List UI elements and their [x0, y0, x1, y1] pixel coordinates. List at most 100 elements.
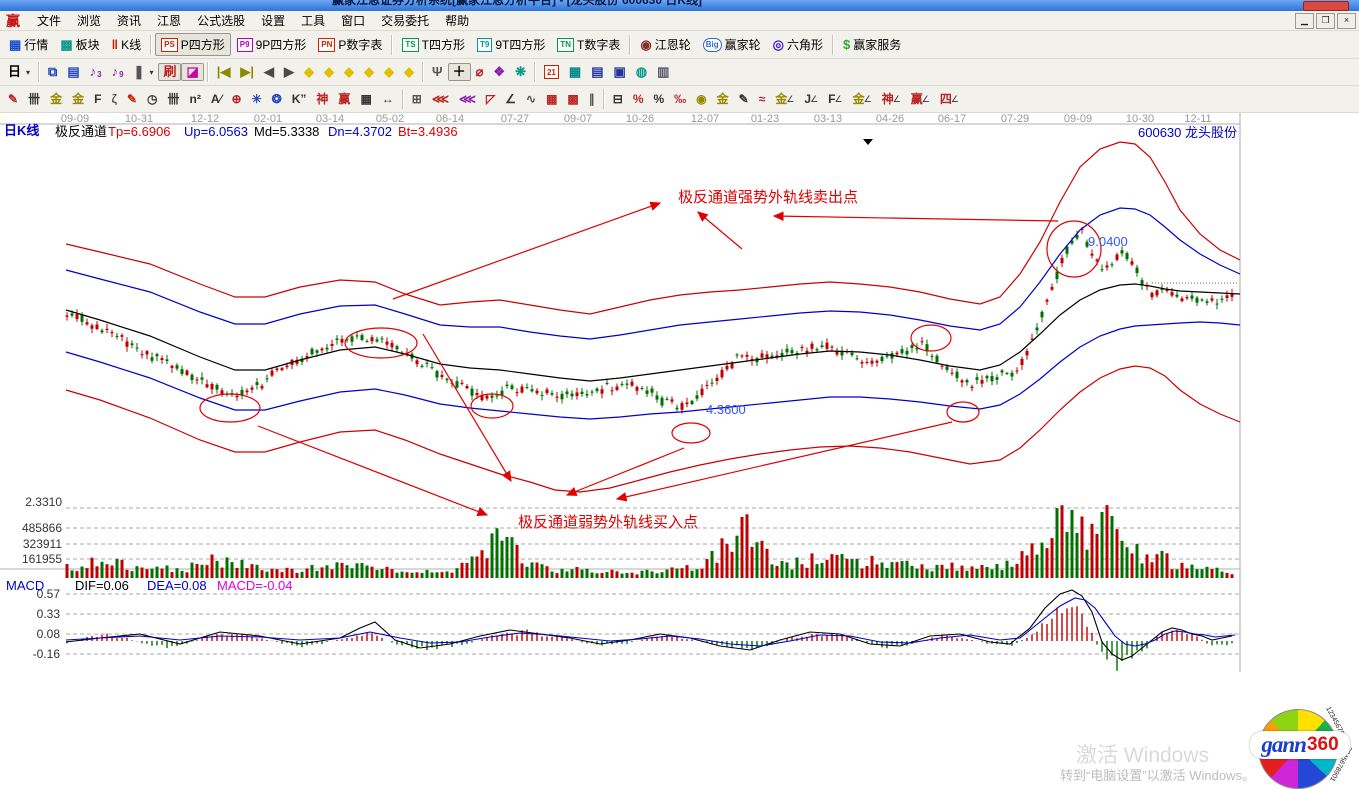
gann-wheel-button[interactable]: ◉ 江恩轮	[634, 33, 696, 56]
wave3-icon[interactable]: ♪ 3	[85, 63, 107, 81]
angle-line-tool[interactable]: ∠	[500, 90, 521, 108]
gold-angle2-tool[interactable]: 金 ∠	[848, 90, 877, 108]
9t-square-button[interactable]: T9 9T四方形	[471, 33, 551, 56]
permille-tool[interactable]: ‰	[669, 90, 691, 108]
wave9-icon[interactable]: ♪ 9	[107, 63, 129, 81]
grid123-tool[interactable]: ▦	[355, 90, 376, 108]
pen-tool[interactable]: ✎	[3, 90, 23, 108]
circle-cross-tool[interactable]: ⊕	[227, 90, 247, 108]
notes-icon[interactable]: ▤	[586, 63, 608, 81]
hand-tool[interactable]: Ψ	[427, 63, 448, 81]
f-angle-tool[interactable]: F ∠	[823, 90, 847, 108]
menu-item-8[interactable]: 交易委托	[381, 14, 430, 28]
diamond-plus-icon[interactable]: ◆	[399, 63, 419, 81]
gold-circle-tool[interactable]: ◉	[691, 90, 711, 108]
hexagon-button[interactable]: ◎ 六角形	[767, 33, 829, 56]
grid-dense-tool[interactable]: ▩	[562, 90, 583, 108]
diamond-h-icon[interactable]: ◆	[339, 63, 359, 81]
menu-item-1[interactable]: 浏览	[77, 14, 102, 28]
fan-red-tool[interactable]: ⋘	[427, 90, 454, 108]
box-tool[interactable]: ⊞	[407, 90, 427, 108]
sectors-button[interactable]: ▩ 板块	[54, 33, 105, 56]
diamond-left-icon[interactable]: ◆	[299, 63, 319, 81]
brush-tool[interactable]: ✎	[734, 90, 754, 108]
f-ruler-tool[interactable]: F	[89, 90, 106, 108]
spiral-tool[interactable]: ζ	[106, 90, 122, 108]
parallels-tool[interactable]: ∥	[584, 90, 600, 108]
mdi-minimize-button[interactable]: ▁	[1295, 13, 1314, 29]
prev-page-button[interactable]: ◀	[259, 63, 279, 81]
diamond-right-icon[interactable]: ◆	[319, 63, 339, 81]
last-page-button[interactable]: ▶|	[235, 63, 259, 81]
percent-tool[interactable]: %	[648, 90, 669, 108]
9p-square-button[interactable]: P9 9P四方形	[231, 33, 312, 56]
j-angle-tool[interactable]: J ∠	[799, 90, 823, 108]
menu-item-9[interactable]: 帮助	[445, 14, 470, 28]
calculator-icon[interactable]: ▦	[564, 63, 586, 81]
time-cycle-tool[interactable]: ◷	[142, 90, 162, 108]
net-save-icon[interactable]: ◍	[631, 63, 652, 81]
god-angle-tool[interactable]: 神 ∠	[877, 90, 906, 108]
letter-line-tool[interactable]: A∕	[206, 90, 227, 108]
n-square-tool[interactable]: n²	[185, 90, 206, 108]
next-page-button[interactable]: ▶	[279, 63, 299, 81]
zigzag-tool[interactable]: ∿	[521, 90, 541, 108]
ticks2-tool[interactable]: 卌	[163, 90, 185, 108]
crosshair-tool[interactable]: ＋	[447, 63, 471, 81]
kline-button[interactable]: ‖ K线	[106, 33, 147, 56]
span-arrow-tool[interactable]: ↔	[377, 90, 399, 108]
red-pen-tool[interactable]: ✎	[122, 90, 142, 108]
t-square-button[interactable]: TS T四方形	[396, 33, 471, 56]
mdi-close-button[interactable]: ×	[1337, 13, 1356, 29]
gann-tool[interactable]: ❖	[488, 63, 510, 81]
f10-info-icon[interactable]: ▤	[62, 63, 84, 81]
four-angle-tool[interactable]: 四 ∠	[935, 90, 964, 108]
menu-item-2[interactable]: 资讯	[117, 14, 142, 28]
measure-tool[interactable]: ⌀	[471, 63, 489, 81]
wave-gauge-tool[interactable]: ≈	[754, 90, 771, 108]
diamond-hv-icon[interactable]: ◆	[359, 63, 379, 81]
overlay-icon[interactable]: ⧉	[43, 63, 62, 81]
gold-angle-tool[interactable]: 金 ∠	[770, 90, 799, 108]
chart-canvas[interactable]: 日K线 09-09 10-31 12-12 02-01 03-14 05-02 06-14 07…	[0, 113, 1359, 672]
menu-item-3[interactable]: 江恩	[157, 14, 182, 28]
t-table-button[interactable]: TN T数字表	[551, 33, 626, 56]
fan-purple-tool[interactable]: ⋘	[454, 90, 481, 108]
calendar-icon[interactable]: 21	[539, 63, 564, 81]
god-ruler-tool[interactable]: 神	[311, 90, 333, 108]
analysis-tool[interactable]: ❋	[510, 63, 531, 81]
menu-item-7[interactable]: 窗口	[341, 14, 366, 28]
diamond-all-icon[interactable]: ◆	[379, 63, 399, 81]
volume-price-icon[interactable]: ◪	[181, 63, 204, 81]
percent-slash-tool[interactable]: %	[628, 90, 649, 108]
ratio-ruler-tool[interactable]: ⊟	[608, 90, 628, 108]
gold-level-tool[interactable]: 金	[712, 90, 734, 108]
period-selector[interactable]: 日	[3, 63, 35, 81]
star-web-tool[interactable]: ✳	[247, 90, 267, 108]
ticks-tool[interactable]: 卌	[23, 90, 45, 108]
candle-style-dropdown[interactable]: ❚	[129, 63, 159, 81]
menu-item-4[interactable]: 公式选股	[197, 14, 246, 28]
menu-item-5[interactable]: 设置	[261, 14, 286, 28]
p-square-button[interactable]: PS P四方形	[155, 33, 231, 56]
gold-gauge-tool[interactable]: 金	[45, 90, 67, 108]
win-angle-tool[interactable]: 赢 ∠	[906, 90, 935, 108]
fan-grid-tool[interactable]: ◸	[481, 90, 500, 108]
quotes-button[interactable]: ▦ 行情	[3, 33, 54, 56]
workstation-icon[interactable]: ▥	[652, 63, 674, 81]
k-quote-tool[interactable]: K”	[287, 90, 312, 108]
winner-service-button[interactable]: $ 赢家服务	[837, 33, 907, 56]
menu-item-0[interactable]: 文件	[37, 14, 62, 28]
refresh-icon[interactable]: 刷	[158, 63, 182, 81]
first-page-button[interactable]: |◀	[212, 63, 236, 81]
save-icon[interactable]: ▣	[608, 63, 630, 81]
menu-item-6[interactable]: 工具	[301, 14, 326, 28]
close-button[interactable]	[1303, 1, 1349, 11]
win-ruler-tool[interactable]: 赢	[333, 90, 355, 108]
grid-red-tool[interactable]: ▦	[541, 90, 562, 108]
grid-star-tool[interactable]: ❂	[267, 90, 287, 108]
p-table-button[interactable]: PN P数字表	[312, 33, 388, 56]
mdi-restore-button[interactable]: ❒	[1316, 13, 1335, 29]
gold-gauge2-tool[interactable]: 金	[67, 90, 89, 108]
winner-wheel-button[interactable]: Big 赢家轮	[697, 33, 767, 56]
